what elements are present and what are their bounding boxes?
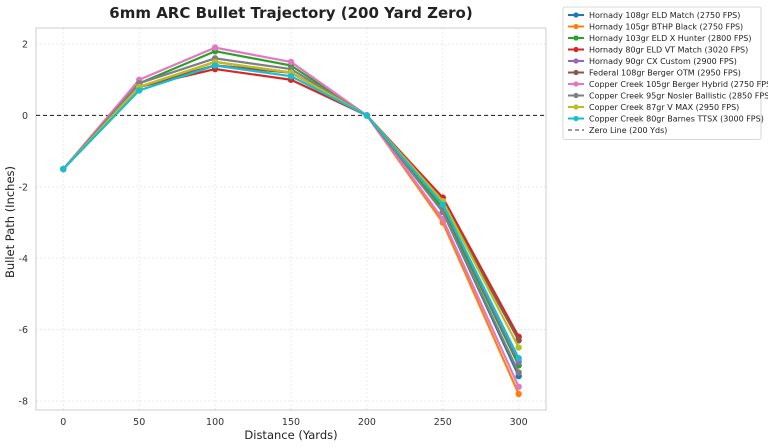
legend-marker-2 (573, 23, 579, 30)
data-point (515, 383, 522, 390)
data-point (515, 355, 522, 362)
legend-label: Copper Creek 95gr Nosler Ballistic (2850… (589, 92, 768, 101)
y-tick-label: -6 (19, 325, 28, 336)
plot-frame (35, 27, 547, 411)
y-tick-label: -8 (19, 397, 28, 408)
y-tick-label: -2 (19, 182, 28, 193)
data-point (363, 112, 371, 119)
plot-background (36, 28, 546, 410)
legend-label: Copper Creek 87gr V MAX (2950 FPS) (589, 103, 739, 112)
legend-marker-7 (573, 81, 579, 87)
x-tick-label: 150 (282, 417, 300, 428)
data-point (211, 62, 219, 69)
legend-marker-1 (573, 12, 579, 18)
legend-marker-3 (573, 35, 579, 41)
x-axis-label: Distance (Yards) (244, 428, 337, 442)
x-tick-label: 50 (133, 417, 145, 428)
legend-marker-5 (573, 58, 579, 64)
x-tick-label: 300 (510, 417, 528, 428)
y-tick-label: -4 (19, 254, 28, 265)
legend-label: Hornady 90gr CX Custom (2900 FPS) (589, 57, 737, 66)
legend-label: Hornady 80gr ELD VT Match (3020 FPS) (589, 46, 748, 55)
y-tick-label: 2 (22, 40, 28, 51)
legend: Hornady 108gr ELD Match (2750 FPS) Hornad… (562, 6, 768, 140)
data-point (515, 390, 522, 398)
legend-box (562, 6, 762, 140)
x-tick-label: 100 (206, 417, 224, 428)
plot-area: 0 50 100 150 200 250 300 2 0 -2 -4 -6 -8 (19, 27, 547, 428)
legend-label: Copper Creek 105gr Berger Hybrid (2750 F… (589, 80, 768, 89)
legend-label: Hornady 103gr ELD X Hunter (2800 FPS) (589, 34, 752, 43)
legend-marker-6 (573, 69, 579, 76)
x-tick-label: 200 (358, 417, 376, 428)
legend-label: Federal 108gr Berger OTM (2950 FPS) (589, 69, 741, 78)
legend-marker-10 (573, 115, 579, 122)
legend-marker-8 (573, 92, 579, 99)
data-point (287, 58, 295, 66)
data-point (515, 369, 522, 376)
data-point (287, 72, 295, 80)
data-point (60, 165, 67, 173)
data-point (515, 344, 522, 351)
data-point (211, 44, 219, 51)
legend-marker-4 (573, 46, 579, 53)
legend-label: Copper Creek 80gr Barnes TTSX (3000 FPS) (589, 115, 764, 124)
legend-marker-9 (573, 104, 579, 110)
y-tick-label: 0 (22, 111, 28, 122)
data-point (439, 201, 446, 208)
x-tick-label: 0 (60, 417, 66, 428)
data-point (515, 337, 522, 344)
data-point (136, 87, 143, 94)
legend-label: Zero Line (200 Yds) (589, 126, 667, 135)
legend-label: Hornady 108gr ELD Match (2750 FPS) (589, 11, 740, 20)
y-axis-label: Bullet Path (Inches) (3, 166, 17, 278)
chart-title: 6mm ARC Bullet Trajectory (200 Yard Zero… (109, 4, 472, 22)
x-tick-label: 250 (434, 417, 452, 428)
legend-label: Hornady 105gr BTHP Black (2750 FPS) (589, 23, 743, 32)
